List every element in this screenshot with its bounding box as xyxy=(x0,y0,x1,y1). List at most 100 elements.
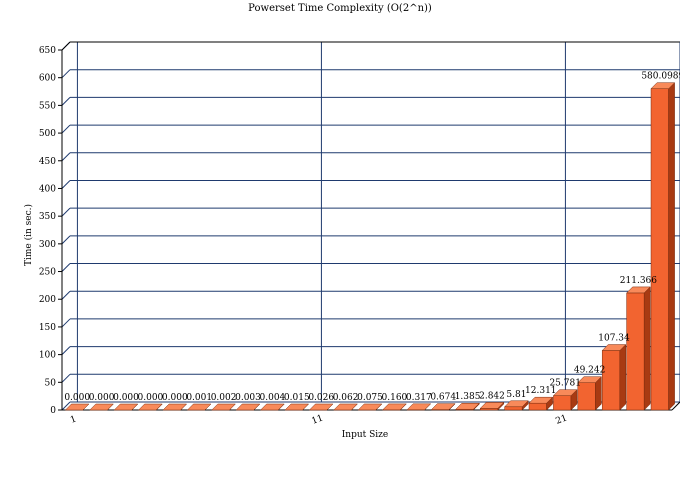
bar-top xyxy=(113,403,139,411)
y-tick-label: 550 xyxy=(39,101,56,111)
bar-top xyxy=(552,389,578,396)
data-label: 0.000 xyxy=(138,393,164,403)
data-label: 49.242 xyxy=(574,366,606,376)
bar-top xyxy=(186,403,212,411)
bar-top xyxy=(260,403,285,411)
bar-top xyxy=(455,402,480,410)
y-tick-label: 400 xyxy=(39,184,56,194)
bar-top xyxy=(626,286,651,294)
data-label: 0.004 xyxy=(260,393,286,403)
data-label: 0.001 xyxy=(186,393,212,403)
data-label: 25.781 xyxy=(549,379,581,389)
bars xyxy=(64,82,676,411)
y-tick-label: 0 xyxy=(50,406,56,416)
bar-top xyxy=(577,376,602,383)
bar xyxy=(235,403,261,411)
x-axis-end-diag xyxy=(671,401,680,411)
bar xyxy=(333,403,358,411)
grid-diagonal xyxy=(61,318,71,328)
data-label: 0.026 xyxy=(308,393,334,403)
bar-front xyxy=(650,88,669,411)
data-label: 1.385 xyxy=(455,392,481,402)
bar xyxy=(284,403,310,411)
grid-diagonal xyxy=(61,207,71,217)
x-axis-title: Input Size xyxy=(342,430,389,440)
bar-front xyxy=(504,406,523,411)
y-axis-title: Time (in sec.) xyxy=(23,204,34,266)
x-tick-label: 1 xyxy=(69,414,78,425)
bar-top xyxy=(479,402,505,409)
x-tick-label: 11 xyxy=(310,413,324,426)
bar-top xyxy=(64,403,90,411)
bar xyxy=(552,389,578,411)
bar xyxy=(577,376,602,411)
y-tick-label: 200 xyxy=(39,295,56,305)
bar xyxy=(430,403,456,411)
bar xyxy=(479,401,505,411)
bar xyxy=(601,343,627,411)
bar xyxy=(455,402,480,411)
y-tick-label: 250 xyxy=(39,268,56,278)
bar-top xyxy=(211,403,236,411)
grid-diagonal xyxy=(61,401,71,411)
y-tick-label: 150 xyxy=(39,323,56,333)
data-label: 2.842 xyxy=(479,391,505,401)
bar xyxy=(113,403,139,411)
grid-diagonal xyxy=(61,346,71,355)
bar-top xyxy=(138,403,163,411)
bar-side xyxy=(643,286,651,411)
bar-top xyxy=(308,403,334,411)
data-label: 5.81 xyxy=(506,390,526,400)
data-label: 0.000 xyxy=(89,393,115,403)
bar xyxy=(528,396,554,411)
bar-side xyxy=(619,343,627,411)
bar-top xyxy=(430,403,456,410)
bar-top xyxy=(504,400,529,408)
bar-top xyxy=(601,344,627,351)
y-tick-label: 50 xyxy=(45,378,57,388)
data-label: 0.075 xyxy=(357,393,383,403)
bar xyxy=(162,403,188,411)
bar xyxy=(138,403,163,411)
y-tick-label: 650 xyxy=(39,46,56,56)
bar-top xyxy=(162,403,188,411)
data-labels: 0.0000.0000.0000.0000.0000.0010.0020.003… xyxy=(64,72,680,403)
bar-top xyxy=(528,396,554,404)
data-label: 0.000 xyxy=(64,393,90,403)
grid-diagonal xyxy=(61,235,71,245)
bar xyxy=(626,286,651,411)
data-label: 0.674 xyxy=(430,393,456,403)
bar-side xyxy=(668,82,675,411)
data-label: 0.317 xyxy=(406,393,432,403)
bar-front xyxy=(601,350,621,411)
bar-front xyxy=(626,292,645,411)
bar xyxy=(308,403,334,411)
y-tick-label: 300 xyxy=(39,240,56,250)
bar-front xyxy=(553,395,572,411)
chart-title: Powerset Time Complexity (O(2^n)) xyxy=(248,3,432,14)
data-label: 0.062 xyxy=(333,393,359,403)
bar-top xyxy=(650,82,676,89)
bar xyxy=(211,403,236,411)
grid-lines xyxy=(61,41,680,411)
grid-diagonal xyxy=(61,69,71,79)
data-label: 0.003 xyxy=(235,393,261,403)
bar xyxy=(504,400,529,411)
bar xyxy=(406,403,432,411)
data-label: 211.366 xyxy=(620,276,657,286)
y-tick-label: 100 xyxy=(39,351,56,361)
y-tick-label: 600 xyxy=(39,74,56,84)
data-label: 580.0989 xyxy=(641,72,680,82)
bar xyxy=(382,403,407,411)
grid-diagonal xyxy=(61,97,71,106)
data-label: 107.34 xyxy=(598,334,630,344)
bar xyxy=(89,403,114,411)
data-label: 12.311 xyxy=(525,386,557,396)
grid-diagonal xyxy=(61,124,71,134)
x-tick-label: 21 xyxy=(554,413,568,426)
grid-diagonal xyxy=(61,152,71,162)
bar-top xyxy=(382,403,407,411)
y-tick-label: 500 xyxy=(39,129,56,139)
bar-top xyxy=(235,403,261,411)
